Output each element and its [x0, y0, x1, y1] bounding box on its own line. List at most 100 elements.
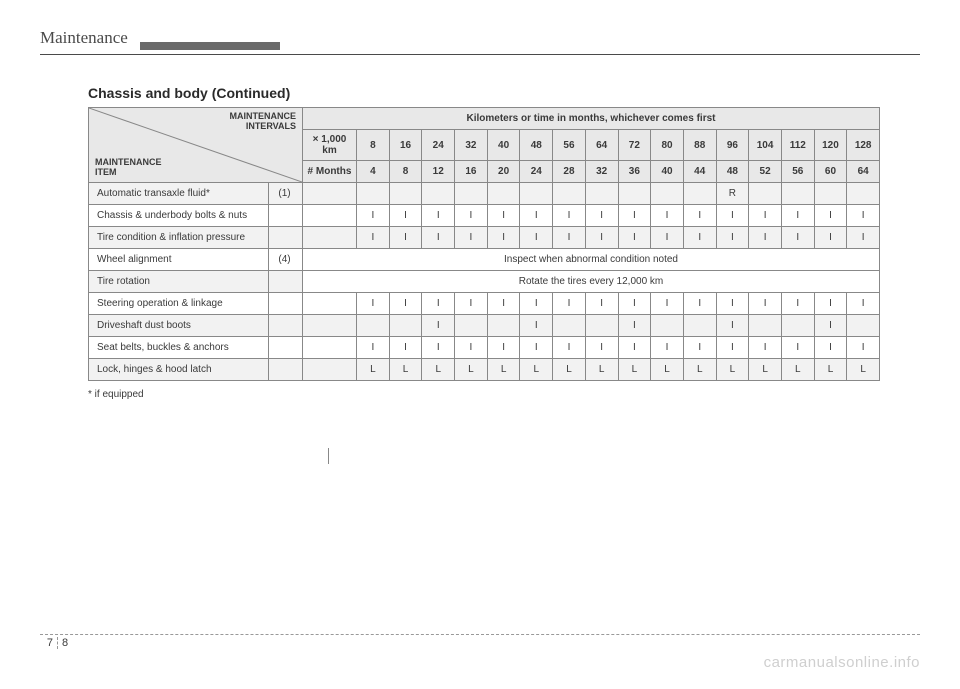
- table-row: Wheel alignment(4)Inspect when abnormal …: [89, 249, 880, 271]
- data-cell: I: [716, 315, 749, 337]
- km-val: 64: [585, 130, 618, 161]
- data-cell: I: [716, 337, 749, 359]
- mo-val: 12: [422, 161, 455, 183]
- data-cell: L: [357, 359, 390, 381]
- data-cell: L: [814, 359, 847, 381]
- data-cell: L: [618, 359, 651, 381]
- data-cell: L: [455, 359, 488, 381]
- data-cell: I: [716, 293, 749, 315]
- data-cell: [781, 315, 814, 337]
- running-header: Maintenance: [40, 28, 920, 50]
- note-cell: (4): [269, 249, 303, 271]
- mo-val: 52: [749, 161, 782, 183]
- data-cell: L: [389, 359, 422, 381]
- mo-val: 64: [847, 161, 880, 183]
- mo-val: 4: [357, 161, 390, 183]
- data-cell: I: [847, 227, 880, 249]
- data-cell: I: [716, 227, 749, 249]
- data-cell: [455, 315, 488, 337]
- data-cell: I: [618, 315, 651, 337]
- data-cell: I: [520, 293, 553, 315]
- data-cell: L: [553, 359, 586, 381]
- page-numbers: 7 8: [40, 637, 68, 649]
- data-cell: [389, 183, 422, 205]
- item-cell: Tire rotation: [89, 271, 269, 293]
- data-cell: [585, 183, 618, 205]
- data-cell: I: [847, 293, 880, 315]
- data-cell: [781, 183, 814, 205]
- data-cell: L: [781, 359, 814, 381]
- spacer-cell: [303, 227, 357, 249]
- data-cell: I: [357, 205, 390, 227]
- diagonal-header-cell: MAINTENANCE INTERVALS MAINTENANCE ITEM: [89, 108, 303, 183]
- mo-val: 20: [487, 161, 520, 183]
- note-cell: [269, 227, 303, 249]
- data-cell: I: [781, 337, 814, 359]
- data-cell: [847, 183, 880, 205]
- data-cell: I: [847, 205, 880, 227]
- data-cell: I: [683, 337, 716, 359]
- data-cell: I: [618, 293, 651, 315]
- data-cell: I: [389, 337, 422, 359]
- data-cell: I: [487, 227, 520, 249]
- note-cell: (1): [269, 183, 303, 205]
- mo-val: 32: [585, 161, 618, 183]
- item-cell: Chassis & underbody bolts & nuts: [89, 205, 269, 227]
- data-cell: I: [781, 293, 814, 315]
- km-val: 128: [847, 130, 880, 161]
- data-cell: I: [487, 205, 520, 227]
- data-cell: [683, 315, 716, 337]
- data-cell: I: [422, 337, 455, 359]
- data-cell: I: [487, 337, 520, 359]
- spacer-cell: [303, 205, 357, 227]
- spacer-cell: [303, 359, 357, 381]
- data-cell: I: [618, 337, 651, 359]
- mo-val: 56: [781, 161, 814, 183]
- data-cell: [553, 183, 586, 205]
- data-cell: [585, 315, 618, 337]
- data-cell: I: [422, 227, 455, 249]
- data-cell: I: [814, 337, 847, 359]
- data-cell: I: [814, 205, 847, 227]
- note-cell: [269, 359, 303, 381]
- data-cell: [520, 183, 553, 205]
- chapter-number: 7: [40, 637, 58, 649]
- data-cell: I: [749, 293, 782, 315]
- table-row: Tire condition & inflation pressureIIIII…: [89, 227, 880, 249]
- table-row: Steering operation & linkageIIIIIIIIIIII…: [89, 293, 880, 315]
- data-cell: I: [553, 293, 586, 315]
- data-cell: [749, 183, 782, 205]
- data-cell: I: [814, 315, 847, 337]
- mo-val: 40: [651, 161, 684, 183]
- data-cell: I: [585, 337, 618, 359]
- header-title: Maintenance: [40, 28, 140, 50]
- table-row: Seat belts, buckles & anchorsIIIIIIIIIII…: [89, 337, 880, 359]
- item-cell: Steering operation & linkage: [89, 293, 269, 315]
- spacer-cell: [303, 183, 357, 205]
- data-cell: L: [716, 359, 749, 381]
- data-cell: I: [455, 337, 488, 359]
- item-cell: Tire condition & inflation pressure: [89, 227, 269, 249]
- data-cell: I: [749, 227, 782, 249]
- km-val: 80: [651, 130, 684, 161]
- data-cell: I: [553, 337, 586, 359]
- data-cell: I: [520, 315, 553, 337]
- note-cell: [269, 315, 303, 337]
- data-cell: I: [455, 205, 488, 227]
- km-label: × 1,000 km: [303, 130, 357, 161]
- header-bar: [140, 42, 280, 50]
- km-val: 88: [683, 130, 716, 161]
- data-cell: L: [585, 359, 618, 381]
- table-head: MAINTENANCE INTERVALS MAINTENANCE ITEM K…: [89, 108, 880, 183]
- data-cell: I: [651, 227, 684, 249]
- mo-val: 44: [683, 161, 716, 183]
- section-title: Chassis and body (Continued): [88, 85, 920, 101]
- months-label: # Months: [303, 161, 357, 183]
- data-cell: I: [618, 205, 651, 227]
- table-row: Driveshaft dust bootsIIIII: [89, 315, 880, 337]
- data-cell: I: [357, 227, 390, 249]
- footnote-divider: [328, 448, 329, 464]
- data-cell: I: [389, 227, 422, 249]
- table-row: Chassis & underbody bolts & nutsIIIIIIII…: [89, 205, 880, 227]
- data-cell: R: [716, 183, 749, 205]
